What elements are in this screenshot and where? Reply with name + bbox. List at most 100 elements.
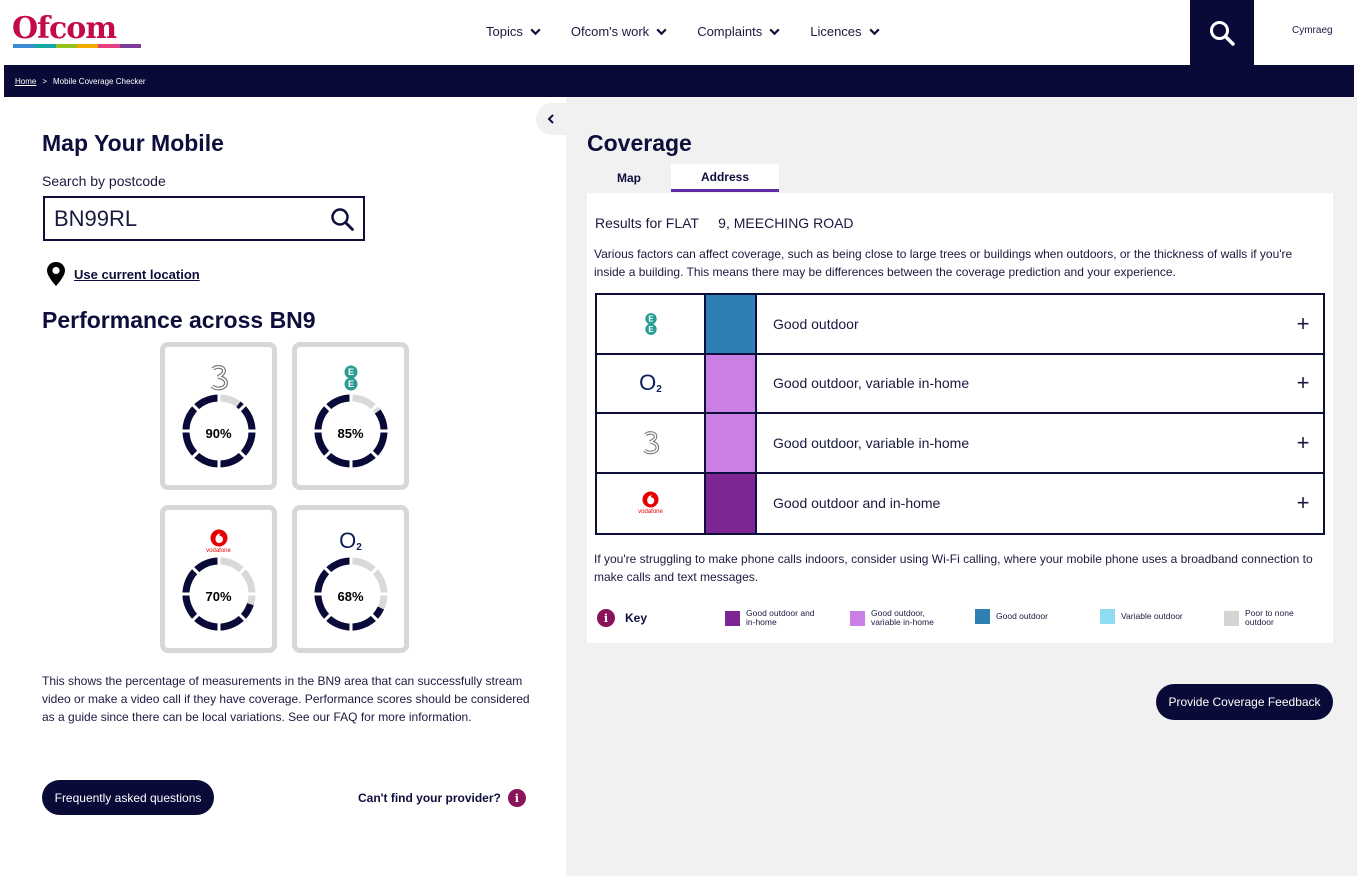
- logo-stripe-segment: [76, 44, 99, 48]
- performance-donut: [181, 556, 257, 632]
- performance-donut: [181, 393, 257, 469]
- chevron-down-icon: [530, 28, 541, 35]
- collapse-panel-button[interactable]: [536, 103, 566, 135]
- expand-icon[interactable]: +: [1296, 310, 1310, 336]
- key-item: Good outdoor: [975, 609, 1074, 624]
- nav-label: Topics: [486, 23, 523, 39]
- svg-text:E: E: [347, 367, 353, 377]
- postcode-input[interactable]: [54, 205, 314, 232]
- ee-logo-glyph: EE: [344, 365, 357, 391]
- key-swatch: [725, 610, 740, 626]
- svg-text:E: E: [648, 314, 653, 323]
- expand-icon[interactable]: +: [1296, 490, 1310, 516]
- key-label: Variable outdoor: [1121, 611, 1183, 621]
- vodafone-logo-glyph: [210, 529, 227, 546]
- donut-segment-gap: [369, 612, 379, 622]
- key-swatch: [1100, 609, 1115, 624]
- coverage-color-swatch: [706, 414, 757, 472]
- chevron-down-icon: [868, 28, 880, 35]
- provider-card-three: 90%: [160, 342, 277, 490]
- donut-segment-gap: [323, 566, 333, 576]
- logo-stripe-segment: [13, 44, 35, 48]
- o2-logo-sub: 2: [356, 541, 362, 553]
- logo-stripe-segment: [34, 44, 56, 48]
- page-title: Map Your Mobile: [42, 130, 224, 156]
- nav-ofcoms-work[interactable]: Ofcom's work: [571, 20, 668, 42]
- donut-segment-gap: [323, 403, 333, 413]
- donut-segment-gap: [191, 566, 201, 576]
- performance-title: Performance across BN9: [42, 307, 316, 333]
- three-logo: [597, 414, 706, 472]
- chevron-down-icon: [769, 28, 780, 35]
- coverage-row-vodafone[interactable]: vodafone Good outdoor and in-home +: [597, 473, 1323, 533]
- performance-donut: [313, 393, 389, 469]
- info-icon[interactable]: i: [597, 609, 615, 627]
- key-title: i Key: [597, 609, 647, 627]
- three-logo-glyph: [210, 365, 228, 391]
- nav-licences[interactable]: Licences: [810, 20, 880, 42]
- cant-find-provider-link[interactable]: Can't find your provider? i: [358, 789, 526, 807]
- wifi-calling-note: If you're struggling to make phone calls…: [594, 552, 1313, 584]
- tab-address[interactable]: Address: [671, 164, 779, 192]
- expand-icon[interactable]: +: [1296, 370, 1310, 396]
- donut-fill: [182, 557, 256, 631]
- provider-card-vodafone: vodafone 70%: [160, 505, 277, 653]
- ofcom-logo[interactable]: Ofcom: [12, 14, 144, 48]
- key-swatch: [850, 610, 865, 626]
- performance-percent: 68%: [337, 589, 364, 604]
- nav-label: Ofcom's work: [570, 23, 650, 39]
- coverage-status: Good outdoor, variable in-home: [773, 434, 970, 451]
- site-search-button[interactable]: [1190, 0, 1254, 65]
- use-current-location-link[interactable]: Use current location: [74, 266, 200, 282]
- nav-complaints[interactable]: Complaints: [697, 20, 781, 42]
- info-icon: i: [507, 789, 526, 807]
- coverage-tabs: Map Address: [587, 164, 779, 192]
- three-logo: [165, 363, 272, 393]
- provide-coverage-feedback-button[interactable]: Provide Coverage Feedback: [1156, 684, 1333, 720]
- coverage-row-three[interactable]: Good outdoor, variable in-home +: [597, 414, 1323, 474]
- faq-button[interactable]: Frequently asked questions: [42, 780, 214, 815]
- breadcrumb-home-link[interactable]: Home: [15, 76, 37, 86]
- search-icon[interactable]: [330, 207, 355, 232]
- o2-logo-text: O: [639, 370, 657, 396]
- donut-segment-gap: [323, 449, 333, 459]
- donut-segment-gap: [191, 449, 201, 459]
- donut-segment-gap: [237, 566, 247, 576]
- donut-segment-gap: [369, 449, 379, 459]
- search-icon: [1210, 20, 1235, 46]
- coverage-key: i Key Good outdoor and in-home Good outd…: [597, 608, 1327, 630]
- logo-text: Ofcom: [12, 11, 117, 46]
- coverage-status: Good outdoor and in-home: [773, 495, 941, 512]
- donut-fill: [314, 557, 388, 631]
- use-location: Use current location: [45, 261, 200, 287]
- key-swatch: [1224, 610, 1239, 626]
- coverage-color-swatch: [706, 354, 757, 412]
- svg-text:E: E: [347, 379, 353, 389]
- o2-logo-sub: 2: [656, 383, 662, 395]
- donut-segment-gap: [323, 612, 333, 622]
- donut-segment-gap: [237, 612, 247, 622]
- nav-label: Complaints: [697, 23, 763, 39]
- donut-segment-gap: [237, 403, 247, 413]
- coverage-color-swatch: [706, 473, 757, 533]
- logo-stripe-segment: [55, 44, 77, 48]
- results-address: Results for FLAT 9, MEECHING ROAD: [595, 215, 854, 231]
- svg-text:E: E: [648, 325, 653, 334]
- nav-topics[interactable]: Topics: [486, 20, 542, 42]
- vodafone-logo-text: vodafone: [638, 509, 663, 516]
- tab-map[interactable]: Map: [617, 171, 641, 185]
- vodafone-logo: vodafone: [165, 526, 272, 556]
- vodafone-logo-text: vodafone: [206, 547, 231, 554]
- expand-icon[interactable]: +: [1296, 429, 1310, 455]
- language-link[interactable]: Cymraeg: [1292, 25, 1333, 36]
- performance-percent: 70%: [205, 589, 232, 604]
- breadcrumb-separator: >: [42, 76, 48, 86]
